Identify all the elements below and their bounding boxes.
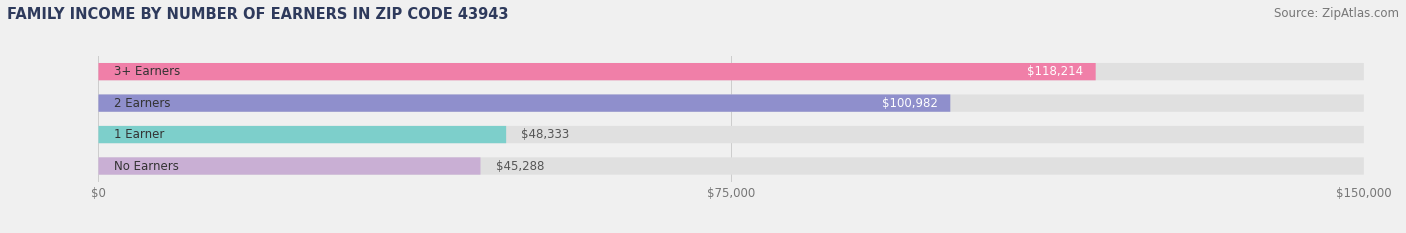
Text: $118,214: $118,214 xyxy=(1026,65,1083,78)
Text: $100,982: $100,982 xyxy=(882,97,938,110)
FancyBboxPatch shape xyxy=(98,126,506,143)
Text: 1 Earner: 1 Earner xyxy=(114,128,165,141)
Text: 3+ Earners: 3+ Earners xyxy=(114,65,180,78)
Text: FAMILY INCOME BY NUMBER OF EARNERS IN ZIP CODE 43943: FAMILY INCOME BY NUMBER OF EARNERS IN ZI… xyxy=(7,7,509,22)
Text: Source: ZipAtlas.com: Source: ZipAtlas.com xyxy=(1274,7,1399,20)
Text: $48,333: $48,333 xyxy=(522,128,569,141)
FancyBboxPatch shape xyxy=(98,157,1364,175)
Text: No Earners: No Earners xyxy=(114,160,179,172)
Text: $45,288: $45,288 xyxy=(496,160,544,172)
FancyBboxPatch shape xyxy=(98,63,1095,80)
FancyBboxPatch shape xyxy=(98,126,1364,143)
FancyBboxPatch shape xyxy=(98,94,1364,112)
Text: 2 Earners: 2 Earners xyxy=(114,97,170,110)
FancyBboxPatch shape xyxy=(98,94,950,112)
FancyBboxPatch shape xyxy=(98,157,481,175)
FancyBboxPatch shape xyxy=(98,63,1364,80)
